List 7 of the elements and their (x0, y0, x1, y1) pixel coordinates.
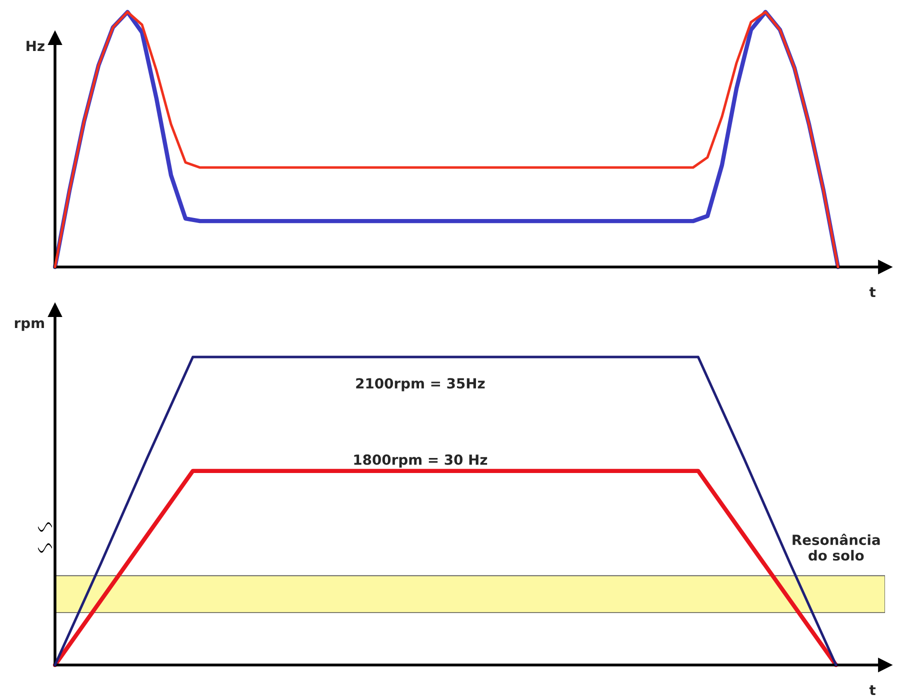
band-label: Resonância do solo (792, 534, 880, 561)
y-axis-title: Hz (26, 40, 44, 51)
annotation: 2100rpm = 35Hz (356, 378, 485, 392)
x-axis-title: t (869, 685, 876, 695)
y-axis-title: rpm (14, 320, 44, 331)
x-axis-title: t (869, 287, 876, 297)
annotation: 1800rpm = 30 Hz (354, 454, 488, 468)
